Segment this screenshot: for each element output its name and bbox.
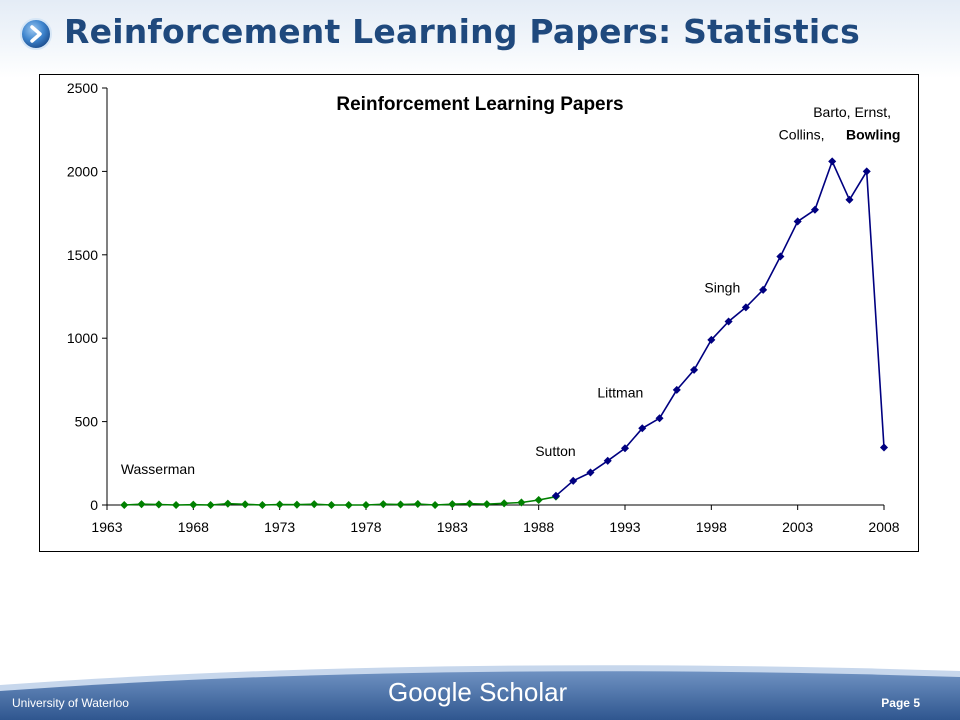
x-tick-label: 1963 [91, 519, 122, 535]
data-point [361, 500, 371, 510]
x-tick-label: 1993 [609, 519, 640, 535]
page-number: Page 5 [881, 696, 920, 710]
data-point [672, 385, 681, 394]
data-point [776, 252, 785, 261]
x-tick-label: 1978 [350, 519, 381, 535]
x-tick-label: 1968 [178, 519, 209, 535]
data-point [396, 500, 405, 509]
data-point [258, 500, 267, 510]
data-point [759, 285, 768, 294]
data-point [482, 500, 491, 509]
slide-title: Reinforcement Learning Papers: Statistic… [64, 12, 860, 51]
annotation-label: Bowling [846, 127, 900, 143]
header-band [0, 0, 960, 78]
data-point [879, 443, 889, 452]
data-point [707, 335, 716, 344]
x-tick-label: 1998 [696, 519, 727, 535]
y-tick-label: 2500 [67, 80, 98, 96]
data-point [862, 167, 871, 176]
annotation-label: Collins, [779, 127, 825, 143]
x-tick-label: 2008 [868, 519, 899, 535]
chart-border [39, 74, 919, 552]
y-tick-label: 1500 [67, 247, 98, 263]
chart-title: Reinforcement Learning Papers [336, 94, 623, 115]
data-point [655, 414, 664, 423]
x-tick-label: 1983 [437, 519, 468, 535]
data-point [620, 444, 630, 453]
data-point [206, 500, 215, 510]
y-tick-label: 500 [75, 414, 99, 430]
data-point [275, 500, 284, 509]
annotation-label: Wasserman [121, 461, 195, 477]
data-point [793, 217, 802, 226]
data-point [603, 456, 612, 465]
data-point [569, 476, 578, 485]
data-point [379, 500, 388, 509]
data-point [327, 500, 336, 510]
data-point [690, 365, 699, 374]
data-point [810, 205, 819, 214]
data-point [465, 499, 474, 508]
annotation-label: Singh [704, 279, 740, 295]
series-line-1 [555, 159, 885, 497]
data-point [828, 157, 837, 166]
data-point [638, 424, 647, 433]
data-point [413, 499, 422, 509]
data-point [448, 500, 457, 509]
data-point [845, 195, 854, 204]
data-point [500, 499, 509, 508]
data-point [741, 303, 750, 312]
data-point [724, 317, 733, 326]
data-point [223, 499, 232, 508]
data-point [120, 500, 129, 510]
footer-source: Google Scholar [388, 677, 568, 707]
data-point [534, 495, 543, 505]
data-point [154, 500, 163, 509]
data-point [551, 491, 560, 500]
data-point [431, 500, 440, 510]
line-chart: Reinforcement Learning Papers 0 500 1000 15… [39, 74, 919, 552]
annotation-label: Sutton [535, 443, 575, 459]
data-point [189, 500, 198, 509]
footer-band [0, 665, 960, 720]
x-tick-label: 1988 [523, 519, 554, 535]
data-point [344, 500, 353, 510]
data-point [137, 500, 146, 509]
data-point [292, 500, 301, 509]
annotation-label: Littman [597, 384, 643, 400]
y-tick-label: 0 [90, 497, 98, 513]
x-tick-label: 2003 [782, 519, 813, 535]
data-point [172, 500, 181, 510]
data-point [586, 468, 595, 477]
y-tick-label: 1000 [67, 330, 98, 346]
footer-institution: University of Waterloo [12, 696, 129, 710]
data-point [241, 500, 250, 509]
data-point [517, 498, 526, 507]
y-tick-label: 2000 [67, 163, 98, 179]
chevron-right-icon [20, 18, 52, 50]
annotation-label: Barto, Ernst, [813, 104, 891, 120]
data-point [310, 500, 319, 509]
x-tick-label: 1973 [264, 519, 295, 535]
